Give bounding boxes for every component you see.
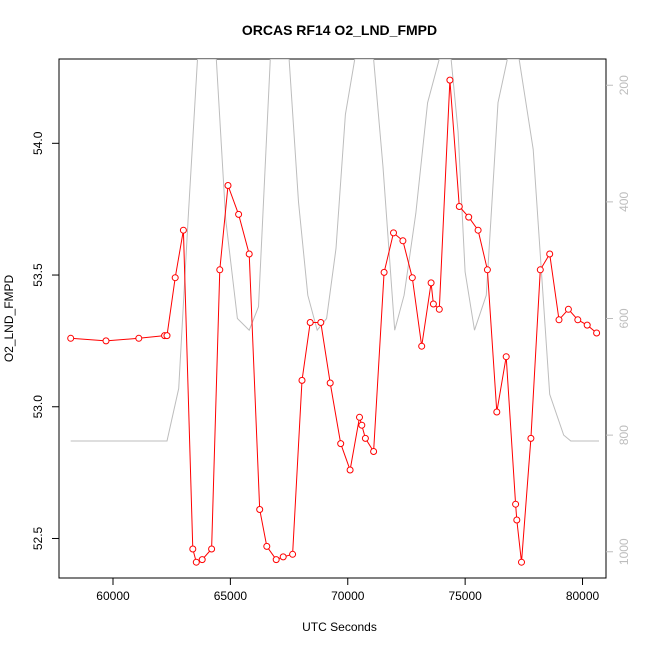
data-point — [317, 319, 325, 326]
data-point — [564, 305, 572, 313]
right-axis-tick-label: 800 — [617, 425, 631, 445]
data-point — [337, 440, 345, 448]
y-tick-label: 54.0 — [31, 131, 45, 155]
right-axis-tick-label: 1000 — [617, 538, 631, 565]
y-tick-label: 53.5 — [31, 263, 45, 287]
data-point — [408, 274, 416, 282]
y-axis-label: O2_LND_FMPD — [2, 274, 16, 362]
x-axis: 60000 65000 70000 75000 80000 — [96, 578, 600, 603]
data-point — [163, 332, 171, 340]
right-axis-tick-label: 400 — [617, 192, 631, 212]
data-point — [216, 266, 224, 274]
data-point — [455, 203, 463, 210]
data-point — [356, 413, 363, 421]
data-point — [279, 553, 287, 561]
data-point — [429, 300, 437, 308]
data-point — [198, 556, 206, 564]
data-point — [358, 421, 366, 429]
data-point — [224, 182, 232, 189]
data-point — [546, 250, 554, 258]
data-point — [512, 500, 520, 508]
data-point — [593, 329, 601, 337]
plot-frame — [58, 58, 607, 579]
data-point — [502, 353, 510, 361]
right-axis-tick-label: 200 — [617, 75, 631, 95]
data-point — [399, 237, 407, 245]
data-point — [536, 266, 544, 274]
data-point — [493, 408, 501, 416]
data-point — [418, 342, 426, 350]
data-point — [326, 379, 334, 387]
data-point — [67, 334, 75, 342]
data-point — [583, 321, 591, 329]
y-axis: 52.5 53.0 53.5 54.0 — [31, 131, 59, 550]
data-point — [435, 305, 443, 313]
data-point — [380, 268, 388, 276]
x-tick-label: 70000 — [331, 589, 365, 603]
data-point — [102, 337, 110, 345]
series-layer — [67, 59, 601, 566]
data-point — [513, 516, 521, 524]
data-point — [555, 316, 563, 324]
data-point — [208, 545, 216, 553]
x-axis-label: UTC Seconds — [302, 620, 377, 634]
data-point — [474, 226, 482, 234]
data-point — [179, 226, 187, 234]
x-tick-label: 60000 — [96, 589, 130, 603]
chart-title: ORCAS RF14 O2_LND_FMPD — [242, 22, 437, 38]
data-point — [518, 558, 525, 566]
data-point — [446, 76, 454, 84]
x-tick-label: 65000 — [214, 589, 248, 603]
right-axis: 200 400 600 800 1000 — [606, 75, 631, 565]
data-point — [346, 466, 354, 474]
data-point — [272, 556, 280, 564]
data-point — [370, 448, 378, 455]
data-point — [256, 506, 264, 513]
data-point — [390, 229, 397, 237]
x-tick-label: 75000 — [448, 589, 482, 603]
data-point — [574, 316, 582, 324]
data-point — [306, 319, 314, 326]
data-point — [235, 210, 243, 218]
data-point — [298, 376, 306, 384]
y-tick-label: 52.5 — [31, 526, 45, 550]
right-axis-tick-label: 600 — [617, 308, 631, 328]
y-tick-label: 53.0 — [31, 395, 45, 419]
data-point — [135, 334, 143, 342]
data-point — [483, 266, 491, 274]
data-point — [263, 542, 271, 550]
data-point — [171, 274, 179, 282]
x-tick-label: 80000 — [566, 589, 600, 603]
altitude-line — [70, 59, 599, 442]
data-point — [465, 213, 473, 221]
data-point — [245, 250, 253, 258]
data-point — [189, 545, 197, 553]
data-point — [192, 558, 200, 566]
data-point — [527, 434, 535, 442]
data-point — [361, 434, 369, 442]
o2-series-line — [70, 80, 597, 563]
data-point — [289, 550, 297, 558]
data-point — [427, 279, 435, 287]
